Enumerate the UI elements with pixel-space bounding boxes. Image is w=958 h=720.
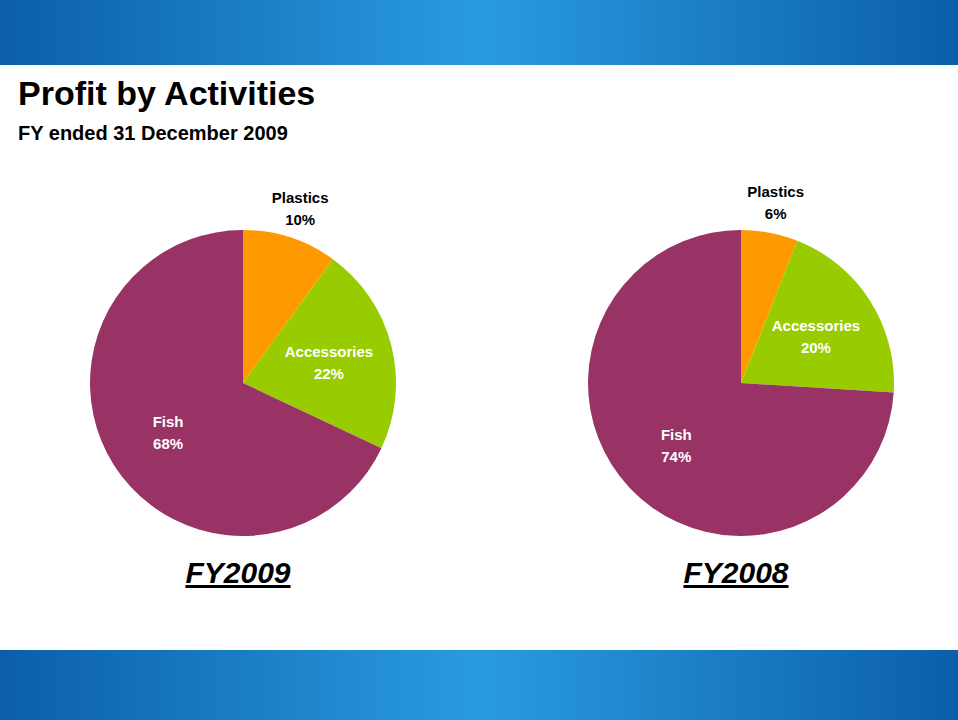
svg-text:Plastics6%: Plastics6% <box>747 183 804 222</box>
svg-text:Plastics10%: Plastics10% <box>272 189 329 228</box>
html-text:Profit by Activities: Profit by Activities <box>18 74 316 112</box>
html-text:FY2009: FY2009 <box>185 556 291 589</box>
html-text:FY2008: FY2008 <box>683 556 789 589</box>
svg-text:Fish68%: Fish68% <box>153 413 184 452</box>
svg-text:Accessories20%: Accessories20% <box>772 317 860 356</box>
html-text:FY ended 31 December 2009: FY ended 31 December 2009 <box>18 122 288 144</box>
svg-text:Fish74%: Fish74% <box>661 426 692 465</box>
svg-text:Accessories22%: Accessories22% <box>285 343 373 382</box>
